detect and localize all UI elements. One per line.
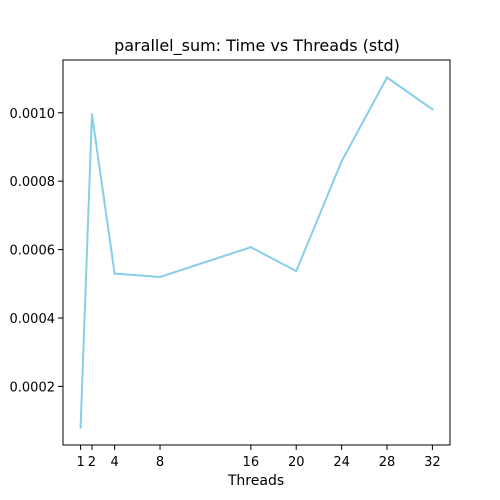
y-tick-label: 0.0002 (10, 380, 56, 395)
data-point (340, 160, 343, 163)
plot-area-frame (62, 59, 451, 446)
data-point (113, 272, 116, 275)
data-point (249, 245, 253, 249)
series-line (79, 76, 433, 428)
data-point (295, 269, 298, 273)
data-point (431, 108, 434, 111)
chart-title: parallel_sum: Time vs Threads (std) (114, 36, 400, 56)
x-tick-label: 20 (288, 455, 305, 470)
y-axis: 0.0002 0.0004 0.0006 0.0008 0.0010 (10, 107, 63, 395)
x-tick-label: 28 (379, 455, 396, 470)
x-tick-label: 2 (88, 455, 96, 470)
y-tick-label: 0.0010 (10, 107, 56, 122)
data-point (385, 76, 389, 79)
y-tick-label: 0.0004 (10, 312, 56, 327)
data-points (79, 76, 434, 429)
x-tick-label: 24 (333, 455, 350, 470)
x-tick-label: 1 (76, 455, 84, 470)
x-tick-label: 16 (243, 455, 260, 470)
data-point (90, 113, 94, 116)
x-tick-label: 32 (424, 455, 441, 470)
y-tick-label: 0.0006 (10, 244, 56, 259)
x-tick-label: 8 (156, 455, 164, 470)
x-tick-label: 4 (110, 455, 118, 470)
data-point (158, 275, 162, 279)
x-axis: 1 2 4 8 16 20 24 28 32 (76, 445, 441, 470)
y-tick-label: 0.0008 (10, 175, 56, 190)
x-axis-label: Threads (227, 473, 284, 489)
data-point (79, 426, 82, 429)
